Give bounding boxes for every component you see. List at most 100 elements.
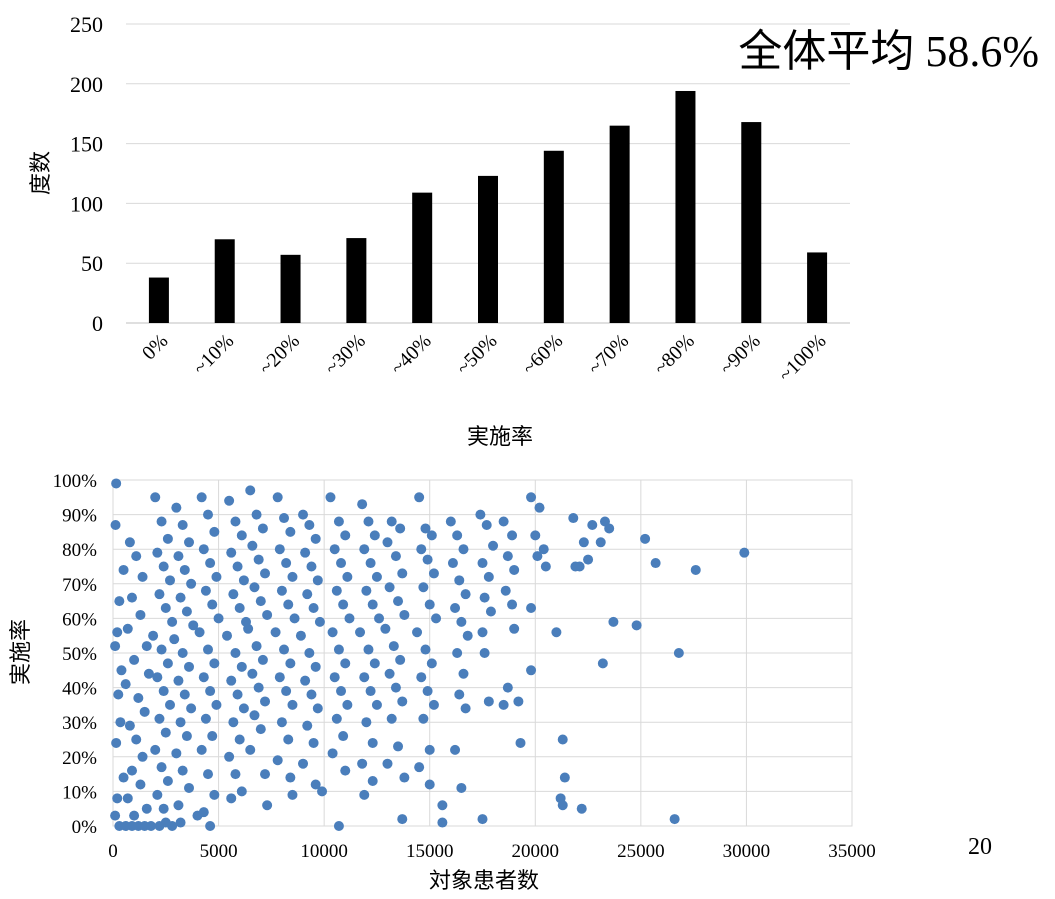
scatter-point: [198, 544, 209, 555]
histogram-bar: [478, 175, 498, 323]
scatter-point: [395, 523, 406, 534]
scatter-point: [209, 526, 220, 537]
bar-x-tick-label: ~50%: [452, 330, 501, 379]
scatter-point: [507, 530, 518, 541]
scatter-point: [156, 516, 167, 527]
scatter-point: [333, 516, 344, 527]
scatter-point: [367, 599, 378, 610]
scatter-point: [213, 613, 224, 624]
scatter-chart-x-axis-label: 対象患者数: [429, 869, 539, 894]
scatter-point: [167, 821, 178, 831]
scatter-point: [111, 737, 122, 748]
scatter-point: [133, 692, 144, 703]
histogram-bar: [346, 238, 367, 323]
histogram-bar: [412, 192, 433, 323]
scatter-point: [209, 658, 220, 669]
scatter-point: [224, 495, 235, 506]
scatter-point: [369, 658, 380, 669]
page-number: 20: [968, 834, 992, 860]
scatter-point: [310, 779, 321, 790]
scatter-point: [363, 644, 374, 655]
scatter-y-tick-label: 100%: [53, 471, 98, 492]
scatter-point: [302, 589, 313, 600]
scatter-point: [384, 582, 395, 593]
scatter-point: [300, 675, 311, 686]
scatter-x-tick-label: 25000: [617, 841, 665, 862]
bar-chart-y-axis-label: 度数: [29, 151, 54, 195]
scatter-point: [445, 516, 456, 527]
scatter-point: [203, 644, 214, 655]
scatter-point: [143, 668, 154, 679]
scatter-point: [287, 789, 298, 800]
scatter-point: [450, 603, 461, 614]
scatter-point: [477, 814, 488, 825]
scatter-point: [312, 703, 323, 714]
scatter-point: [483, 696, 494, 707]
scatter-point: [285, 526, 296, 537]
scatter-y-tick-label: 60%: [62, 609, 97, 630]
scatter-point: [369, 530, 380, 541]
scatter-point: [526, 492, 537, 503]
scatter-point: [412, 627, 423, 638]
scatter-point: [207, 731, 218, 742]
scatter-point: [205, 821, 216, 831]
scatter-point: [158, 803, 169, 814]
scatter-point: [374, 613, 385, 624]
scatter-point: [276, 585, 287, 596]
scatter-point: [532, 551, 543, 562]
scatter-point: [272, 492, 283, 503]
overall-average-annotation: 全体平均 58.6%: [738, 30, 1039, 74]
scatter-point: [507, 599, 518, 610]
scatter-point: [249, 582, 260, 593]
scatter-point: [308, 603, 319, 614]
bar-x-tick-label: ~20%: [255, 330, 304, 379]
scatter-point: [640, 533, 651, 544]
scatter-chart-x-tick-labels: 0 5000 10000 15000 20000 25000 30000 35000: [108, 841, 876, 862]
scatter-point: [236, 786, 247, 797]
scatter-point: [186, 578, 197, 589]
scatter-point: [327, 627, 338, 638]
scatter-point: [228, 589, 239, 600]
scatter-point: [184, 782, 195, 793]
scatter-point: [112, 793, 123, 804]
scatter-point: [274, 672, 285, 683]
scatter-point: [162, 658, 173, 669]
scatter-point: [234, 734, 245, 745]
scatter-point: [238, 575, 249, 586]
scatter-point: [502, 682, 513, 693]
scatter-point: [226, 793, 237, 804]
scatter-point: [262, 800, 273, 811]
scatter-y-tick-label: 0%: [72, 817, 98, 838]
scatter-point: [357, 758, 368, 769]
scatter-point: [196, 492, 207, 503]
scatter-point: [382, 537, 393, 548]
scatter-point: [135, 609, 146, 620]
scatter-point: [260, 696, 271, 707]
scatter-x-tick-label: 35000: [828, 841, 876, 862]
scatter-point: [306, 689, 317, 700]
bar-x-tick-label: ~10%: [189, 330, 238, 379]
scatter-point: [255, 724, 266, 735]
scatter-point: [236, 661, 247, 672]
scatter-point: [414, 492, 425, 503]
scatter-point: [597, 658, 608, 669]
scatter-point: [232, 561, 243, 572]
scatter-y-tick-label: 90%: [62, 506, 97, 527]
scatter-point: [308, 737, 319, 748]
scatter-point: [122, 623, 133, 634]
scatter-point: [452, 648, 463, 658]
scatter-point: [152, 547, 163, 558]
scatter-point: [169, 634, 180, 645]
bar-y-tick-label: 50: [81, 251, 103, 276]
scatter-point: [173, 675, 184, 686]
scatter-point: [131, 734, 142, 745]
scatter-point: [110, 641, 121, 652]
histogram-bar: [609, 125, 630, 323]
scatter-point: [230, 516, 241, 527]
overall-average-value: 58.6%: [925, 27, 1039, 76]
scatter-point: [281, 686, 292, 697]
scatter-y-tick-label: 50%: [62, 644, 97, 665]
scatter-point: [342, 699, 353, 710]
scatter-point: [340, 658, 351, 669]
scatter-point: [171, 748, 182, 759]
